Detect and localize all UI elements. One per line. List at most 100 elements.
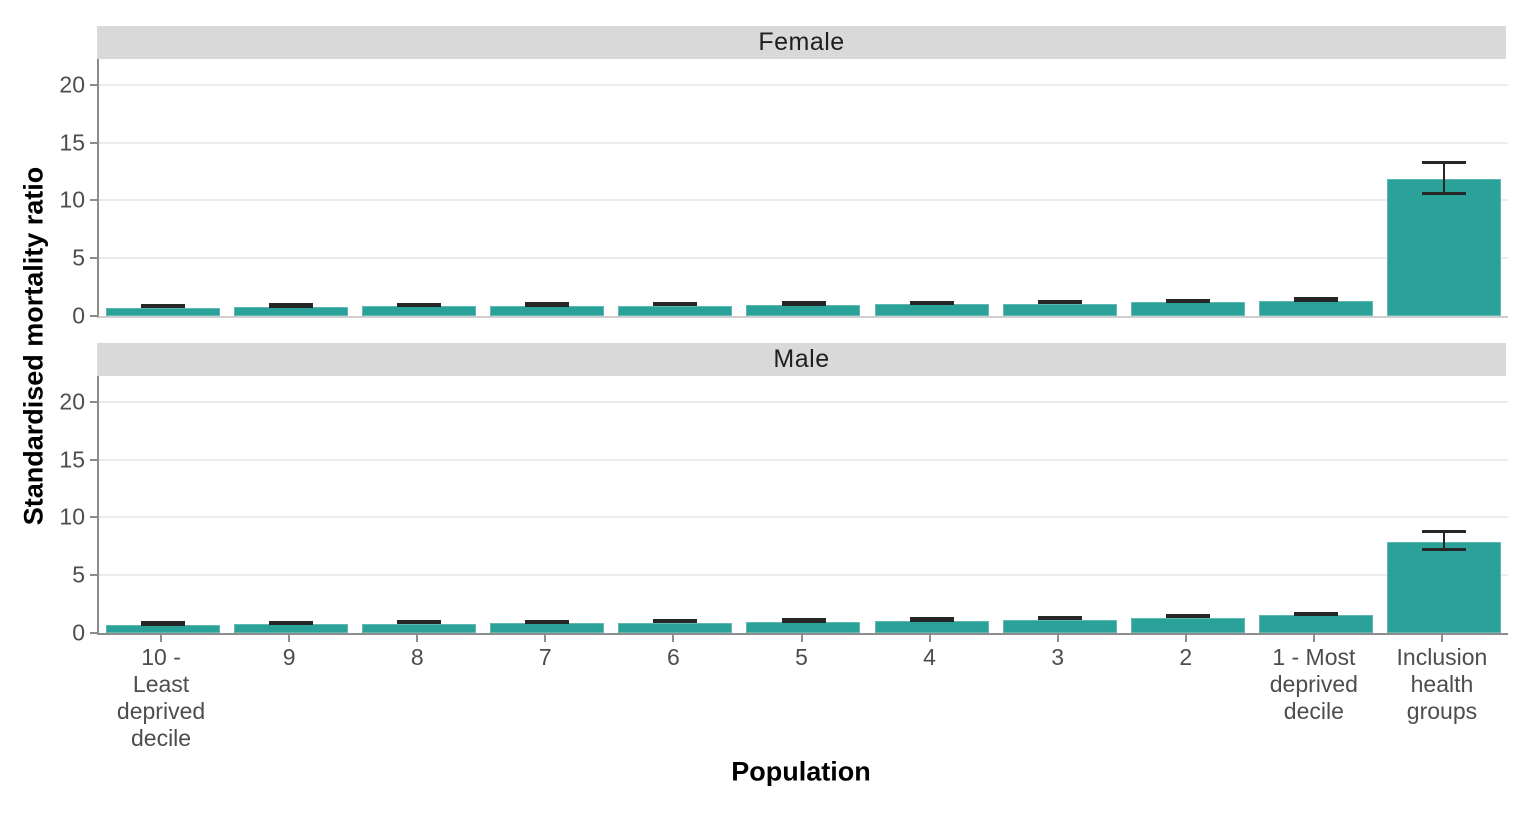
error-bar-cap-bottom (1165, 300, 1210, 304)
y-tick-mark (90, 516, 97, 519)
bar (1386, 541, 1501, 633)
y-tick-label: 10 (59, 503, 85, 530)
x-tick-mark (288, 635, 291, 642)
x-tick-label: 5 (795, 644, 808, 670)
x-tick-label: 2 (1179, 644, 1193, 670)
facet-strip-label: Female (758, 28, 845, 56)
y-tick-label: 0 (72, 619, 85, 646)
y-tick-label: 20 (59, 388, 85, 415)
error-bar-cap-bottom (141, 305, 186, 309)
x-tick-mark (160, 635, 163, 642)
error-bar-cap-bottom (525, 303, 570, 307)
y-tick-label: 20 (59, 71, 85, 98)
x-axis-title: Population (731, 756, 871, 787)
y-tick-mark (90, 315, 97, 317)
bar (1130, 302, 1245, 316)
error-bar-cap-bottom (781, 302, 826, 306)
x-tick-mark (416, 635, 419, 642)
gridline (99, 400, 1508, 403)
error-bar-cap-bottom (909, 302, 954, 306)
bar (234, 307, 349, 316)
error-bar-cap-bottom (1421, 191, 1466, 195)
y-tick-label: 15 (59, 446, 85, 473)
y-tick-mark (90, 574, 97, 577)
error-bar-cap-bottom (397, 621, 442, 625)
error-bar-cap-bottom (269, 621, 314, 625)
x-tick-label: 4 (923, 644, 936, 670)
x-tick-mark (1056, 635, 1059, 642)
y-tick-mark (90, 83, 97, 86)
gridline (99, 458, 1508, 461)
y-tick-mark (90, 257, 97, 260)
error-bar-cap-bottom (1293, 613, 1338, 617)
x-tick-label: Inclusion health groups (1396, 644, 1488, 724)
gridline (99, 199, 1508, 202)
bar (490, 305, 605, 316)
x-tick-label: 6 (667, 644, 680, 670)
gridline (99, 257, 1508, 260)
bar (618, 622, 733, 633)
bar (234, 624, 349, 633)
bar (362, 623, 477, 633)
x-tick-mark (1184, 635, 1187, 642)
facet-panel-female (97, 59, 1508, 318)
y-tick-label: 10 (59, 186, 85, 213)
x-tick-label: 8 (410, 644, 424, 670)
x-tick-mark (1440, 635, 1443, 642)
error-bar-cap-top (1293, 611, 1338, 615)
bar (1130, 617, 1245, 633)
error-bar-cap-bottom (653, 620, 698, 624)
facet-strip-label: Male (773, 345, 830, 373)
bar (1386, 178, 1501, 316)
bar (1002, 303, 1117, 316)
x-tick-mark (928, 635, 931, 642)
facet-strip-male: Male (97, 343, 1506, 376)
x-tick-label: 10 - Least deprived decile (116, 644, 206, 751)
y-tick-label: 15 (59, 129, 85, 156)
error-bar-cap-bottom (1037, 301, 1082, 305)
bar (1002, 619, 1117, 633)
bar (874, 620, 989, 633)
error-bar-cap-top (1421, 160, 1466, 164)
x-tick-label: 3 (1051, 644, 1065, 670)
x-tick-label: 1 - Most deprived decile (1269, 644, 1358, 724)
facet-strip-female: Female (97, 26, 1506, 59)
y-tick-label: 0 (72, 302, 85, 329)
x-tick-mark (800, 635, 803, 642)
error-bar-cap-bottom (781, 619, 826, 623)
gridline (99, 574, 1508, 577)
bar (362, 306, 477, 316)
x-tick-label: 7 (538, 644, 552, 670)
error-bar-cap-bottom (1037, 617, 1082, 621)
bar (874, 304, 989, 316)
y-tick-mark (90, 199, 97, 202)
x-tick-label: 9 (282, 644, 296, 670)
error-bar-cap-top (1421, 529, 1466, 533)
error-bar-cap-bottom (525, 620, 570, 624)
bar (106, 624, 221, 633)
error-bar-cap-bottom (909, 618, 954, 622)
y-tick-label: 5 (72, 244, 85, 271)
bar (106, 307, 221, 316)
facet-panel-male (97, 376, 1508, 635)
bar (1258, 300, 1373, 316)
error-bar-whisker (1442, 163, 1445, 195)
bar (490, 623, 605, 633)
bar (1258, 615, 1373, 633)
error-bar-cap-bottom (653, 303, 698, 307)
y-tick-mark (90, 632, 97, 634)
x-tick-mark (1312, 635, 1315, 642)
bar (746, 621, 861, 633)
x-tick-mark (544, 635, 547, 642)
error-bar-cap-bottom (269, 304, 314, 308)
y-tick-label: 5 (72, 561, 85, 588)
y-tick-mark (90, 458, 97, 461)
gridline (99, 141, 1508, 144)
error-bar-cap-bottom (141, 622, 186, 626)
x-tick-mark (672, 635, 675, 642)
error-bar-whisker (1442, 532, 1445, 551)
bar (618, 305, 733, 316)
bar (746, 305, 861, 316)
y-tick-mark (90, 400, 97, 403)
